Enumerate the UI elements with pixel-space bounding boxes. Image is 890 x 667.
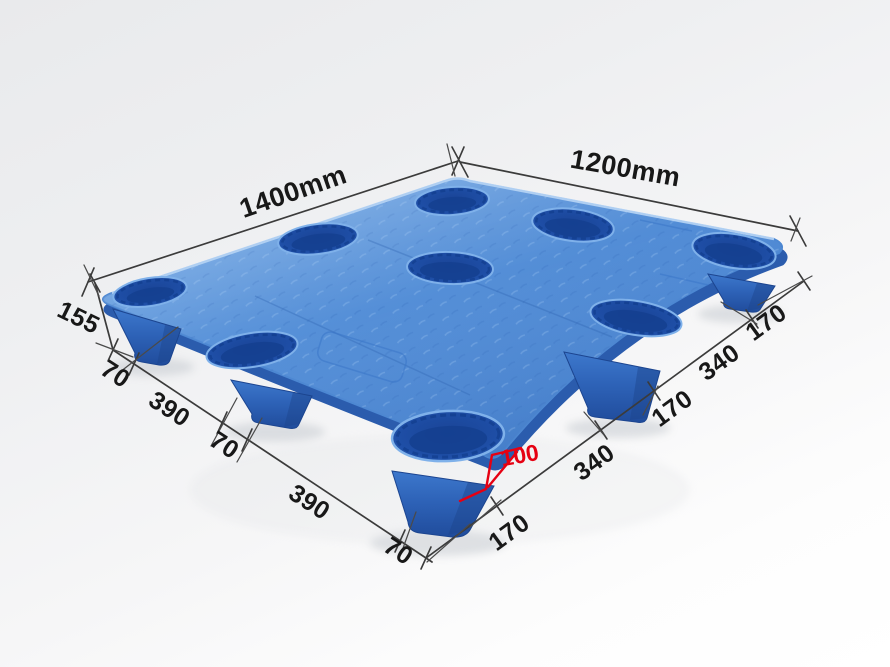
pallet-foot <box>391 470 495 538</box>
foot-cavity <box>205 330 299 370</box>
deck-seam-line <box>254 295 471 396</box>
pallet-foot <box>229 379 313 429</box>
foot-shade <box>448 482 494 535</box>
deck-slot-details <box>316 219 709 383</box>
deck-seam-line <box>367 239 613 338</box>
extension-lines <box>83 143 813 563</box>
foot-cavity <box>531 207 615 243</box>
foot-shade <box>630 367 660 420</box>
deck-far-edge-highlight <box>111 177 775 295</box>
pallet-foot <box>112 308 182 366</box>
foot-shade <box>157 325 181 364</box>
dim-label-height: 155 <box>53 296 104 340</box>
foot-cavity <box>406 250 494 286</box>
dim-line-left-segments <box>112 349 433 563</box>
foot-cavity <box>414 185 490 217</box>
foot-cavity <box>390 409 506 463</box>
dim-label-width: 1200mm <box>568 144 683 193</box>
deck-sheen <box>102 178 783 458</box>
dim-line-length <box>87 160 459 283</box>
dim-line-width <box>459 161 799 232</box>
foot-shade <box>284 392 312 427</box>
dimension-lines <box>81 143 813 570</box>
foot-cavity <box>112 276 188 308</box>
foot-cavity <box>691 231 777 271</box>
foot-cavities <box>112 185 777 463</box>
dim-line-right-segments <box>425 280 805 559</box>
foot-cavity <box>589 298 683 338</box>
red-callout-lines <box>458 446 523 503</box>
pallet-feet <box>112 273 776 538</box>
dim-label-right-seg-3: 340 <box>694 338 745 386</box>
dim-label-left-seg-1: 390 <box>144 386 195 433</box>
foot-shade <box>747 283 775 311</box>
foot-cavity <box>277 222 359 256</box>
